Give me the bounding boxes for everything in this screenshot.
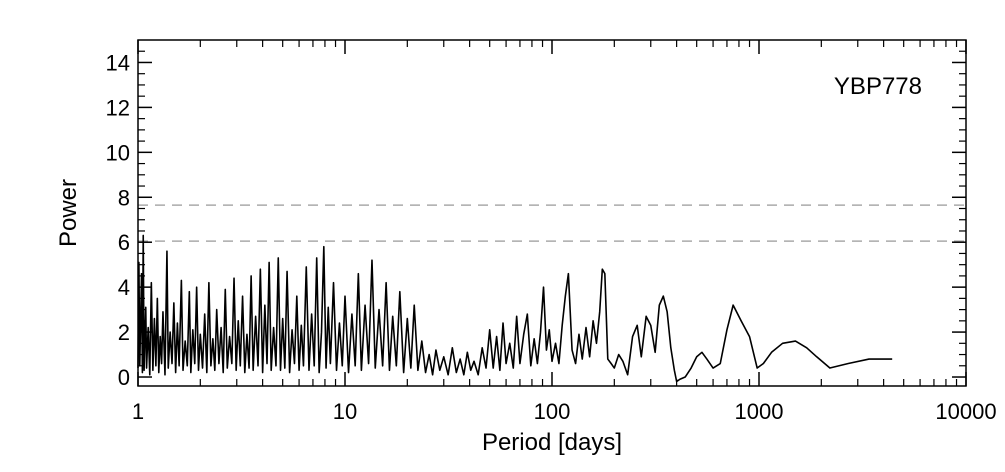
y-tick-label: 2 [118,320,130,345]
y-tick-label: 4 [118,275,130,300]
x-tick-label: 10 [333,399,357,424]
series-line-0 [137,234,893,383]
y-tick-label: 8 [118,185,130,210]
threshold-lines [138,204,966,242]
y-tick-label: 0 [118,365,130,390]
x-tick-label: 100 [534,399,571,424]
x-tick-label: 10000 [935,399,996,424]
y-tick-label: 6 [118,230,130,255]
y-tick-label: 14 [106,50,130,75]
star-id-annotation: YBP778 [834,73,922,100]
x-tick-label: 1000 [735,399,784,424]
x-axis-title: Period [days] [482,429,622,456]
x-tick-label: 1 [132,399,144,424]
y-tick-label: 12 [106,95,130,120]
series-layer [137,234,893,383]
y-axis: 0 2 4 6 8 10 12 14 [106,50,966,390]
y-axis-title: Power [55,179,82,247]
y-tick-label: 10 [106,140,130,165]
x-axis: 1 10 100 1000 10000 [132,40,997,424]
